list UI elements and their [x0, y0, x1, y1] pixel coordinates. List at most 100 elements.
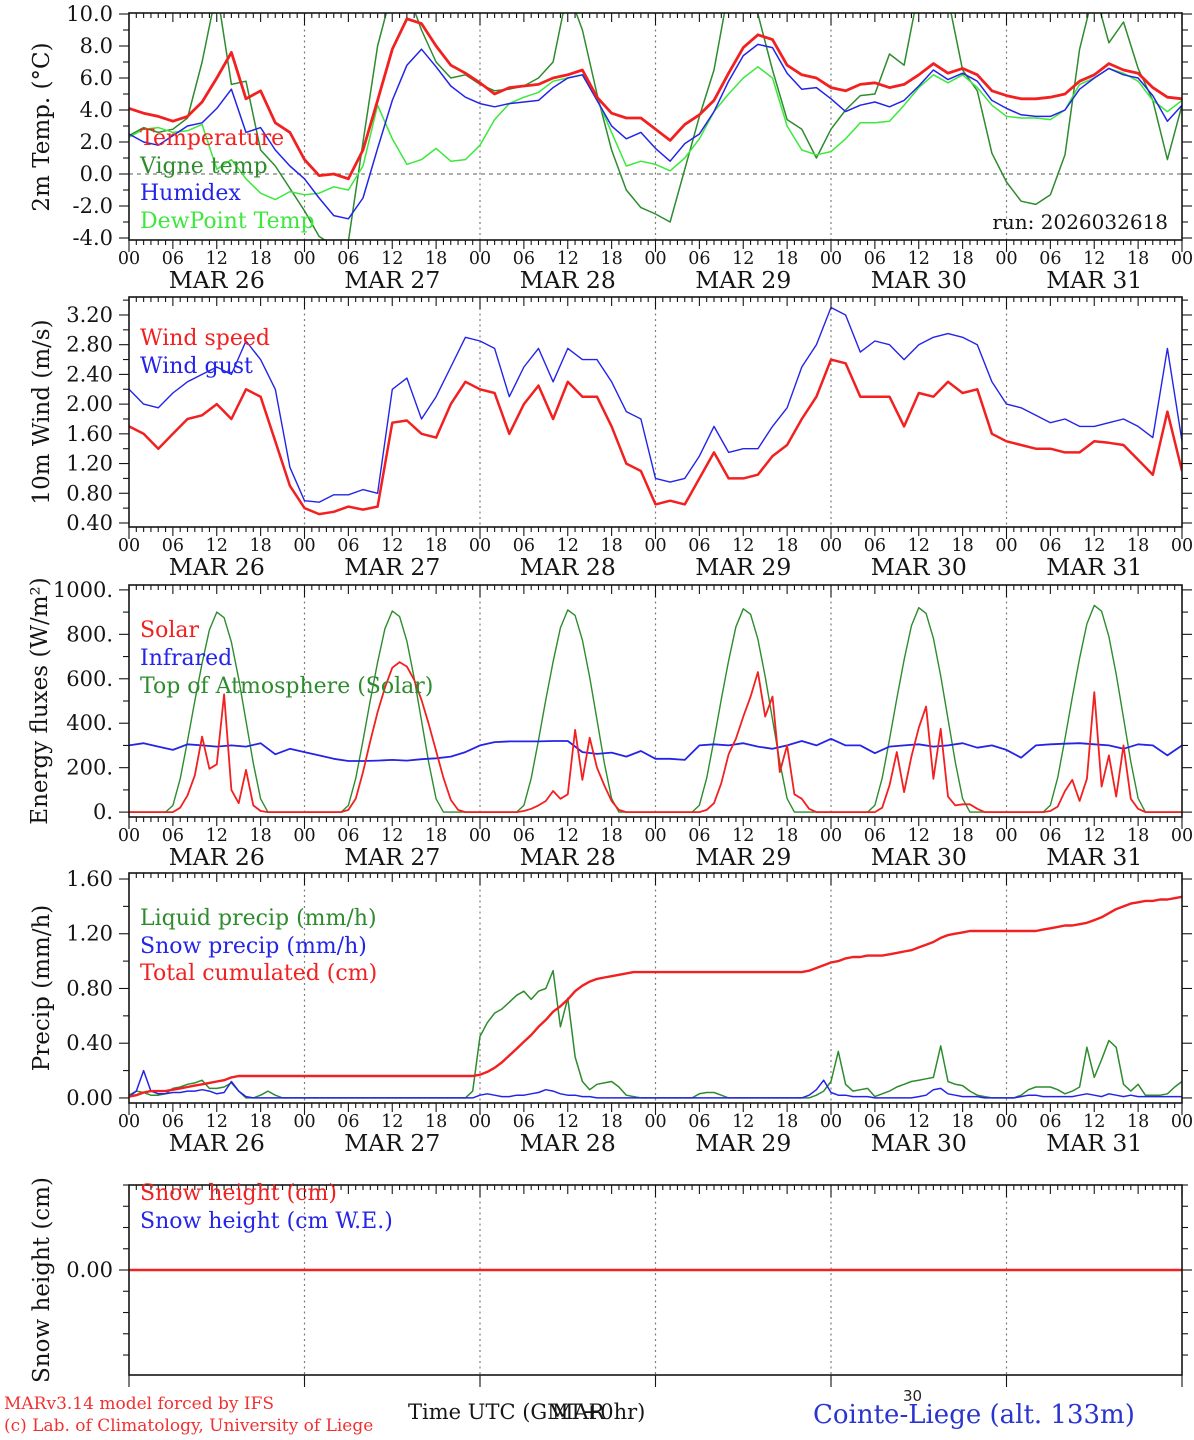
x-hour-label: 00 [293, 1112, 315, 1132]
x-axis-title: Time UTC (GMT+0hr) [408, 1400, 646, 1424]
legend-temperature: Temperature [140, 126, 285, 151]
x-hour-label: 18 [600, 1112, 622, 1132]
x-hour-label: 06 [162, 1112, 184, 1132]
series-snow-precip [129, 1069, 1182, 1099]
x-hour-label: 06 [864, 249, 886, 269]
x-hour-label: 06 [1039, 1112, 1061, 1132]
x-hour-label: 18 [425, 536, 447, 556]
x-hour-label: 12 [557, 826, 579, 846]
x-hour-label: 12 [908, 826, 930, 846]
x-hour-label: 06 [513, 826, 535, 846]
x-hour-label: 00 [469, 249, 491, 269]
y-tick-label: 8.0 [80, 34, 113, 58]
x-ticks [128, 585, 1183, 829]
series-solar [129, 661, 1182, 813]
legend-vigne-temp: Vigne temp [140, 153, 268, 179]
x-hour-label: 18 [776, 249, 798, 269]
x-hour-label: 12 [908, 536, 930, 556]
x-hour-label: 18 [951, 826, 973, 846]
x-hour-label: 12 [206, 536, 228, 556]
legend-total-cumulated-cm: Total cumulated (cm) [140, 961, 378, 986]
x-hour-label: 18 [249, 536, 271, 556]
series-humidex [129, 43, 1182, 220]
x-hour-label: 00 [469, 536, 491, 556]
series-total-cumulated [129, 895, 1182, 1098]
x-hour-label: 18 [425, 826, 447, 846]
x-hour-label: 06 [513, 536, 535, 556]
model-credit-line: MARv3.14 model forced by IFS [4, 1394, 275, 1414]
x-day-label: MAR 28 [520, 266, 616, 294]
y-ticks [119, 299, 1192, 524]
x-hour-label: 18 [249, 1112, 271, 1132]
series-vigne-temp [129, 13, 1182, 240]
x-day-label: MAR 27 [344, 843, 440, 871]
x-hour-label: 06 [337, 1112, 359, 1132]
x-hour-label: 18 [1127, 536, 1149, 556]
y-tick-label: 2.00 [66, 392, 113, 416]
x-hour-label: 12 [557, 1112, 579, 1132]
x-hour-label: 12 [1083, 536, 1105, 556]
x-day-label: MAR 28 [520, 1129, 616, 1157]
y-ticks [119, 1184, 1192, 1356]
x-hour-label: 06 [337, 536, 359, 556]
run-timestamp-label: run: 2026032618 [992, 210, 1168, 234]
legend-infrared: Infrared [140, 646, 233, 671]
x-hour-label: 12 [381, 826, 403, 846]
x-hour-label: 18 [425, 249, 447, 269]
x-hour-label: 12 [206, 249, 228, 269]
legend-snow-height-cm: Snow height (cm) [140, 1181, 337, 1206]
y-axis-title-wind: 10m Wind (m/s) [29, 319, 55, 505]
x-hour-label: 00 [118, 536, 140, 556]
x-ticks [128, 297, 1183, 539]
x-hour-label: 00 [644, 536, 666, 556]
x-hour-label: 00 [469, 826, 491, 846]
x-hour-label: 18 [600, 826, 622, 846]
panel-1: 10.08.06.04.02.00.0-2.0-4.000 06 12 18 00 06 1… [66, 2, 1193, 294]
x-hour-label: 06 [864, 826, 886, 846]
x-hour-label: 06 [864, 1112, 886, 1132]
x-day-label: MAR 31 [1046, 266, 1142, 294]
x-hour-label: 12 [1083, 826, 1105, 846]
y-ticks [119, 878, 1192, 1099]
x-hour-label: 12 [381, 536, 403, 556]
series-infrared [129, 737, 1182, 762]
x-day-label: MAR 31 [1046, 843, 1142, 871]
x-hour-label: 18 [600, 249, 622, 269]
x-hour-label: 12 [732, 536, 754, 556]
x-hour-label: 06 [688, 536, 710, 556]
x-hour-label: 00 [995, 1112, 1017, 1132]
y-tick-label: 0.80 [66, 976, 113, 1000]
x-hour-label: 12 [381, 249, 403, 269]
legend-humidex: Humidex [140, 181, 241, 206]
x-hour-label: 00 [293, 826, 315, 846]
legend-snow-height-cm-w-e: Snow height (cm W.E.) [140, 1208, 393, 1234]
y-tick-label: 0.40 [66, 1031, 113, 1055]
legend-top-of-atmosphere-solar: Top of Atmosphere (Solar) [140, 674, 434, 699]
y-tick-label: 1.20 [66, 922, 113, 946]
series-temperature [129, 17, 1182, 181]
y-tick-label: 10.0 [66, 2, 113, 26]
x-hour-label: 12 [381, 1112, 403, 1132]
x-hour-label: 00 [995, 826, 1017, 846]
x-hour-label: 12 [206, 826, 228, 846]
x-hour-label: 00 [1171, 249, 1193, 269]
x-hour-label: 06 [1039, 249, 1061, 269]
x-hour-label: 00 [644, 1112, 666, 1132]
x-day-label: MAR 30 [871, 553, 967, 581]
x-hour-label: 18 [951, 536, 973, 556]
y-tick-label: 800. [66, 622, 113, 646]
y-tick-label: 2.80 [66, 333, 113, 357]
x-hour-label: 06 [162, 536, 184, 556]
x-hour-label: 18 [951, 1112, 973, 1132]
x-day-label: MAR 27 [344, 1129, 440, 1157]
x-hour-label: 00 [820, 249, 842, 269]
x-hour-label: 00 [1171, 1112, 1193, 1132]
x-hour-label: 18 [1127, 1112, 1149, 1132]
y-tick-label: 2.0 [80, 130, 113, 154]
x-hour-label: 00 [1171, 826, 1193, 846]
x-hour-label: 12 [732, 826, 754, 846]
x-hour-label: 12 [908, 249, 930, 269]
panel-5: 0.00 [66, 1184, 1192, 1387]
